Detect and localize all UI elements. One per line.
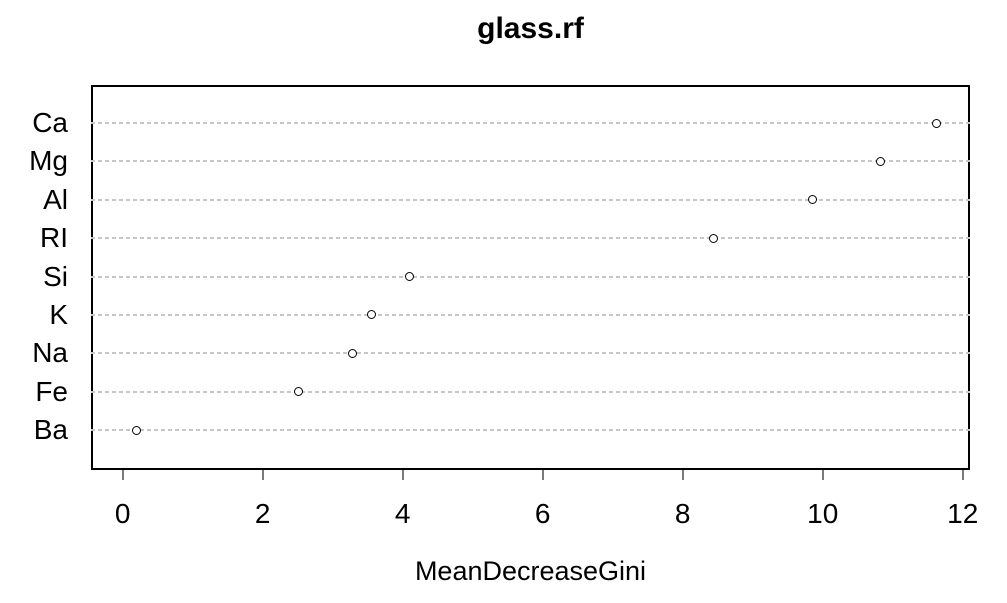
category-gridline-na [91,352,970,355]
x-tick-mark-2 [261,470,264,480]
category-gridline-fe [91,390,970,393]
data-point-al [808,195,818,205]
y-axis-label-na: Na [32,337,68,369]
x-tick-label-6: 6 [534,498,551,529]
data-point-mg [876,156,886,166]
data-point-fe [293,387,303,397]
category-gridline-ca [91,122,970,124]
chart-title: glass.rf [477,12,584,45]
data-point-ba [131,425,141,435]
y-axis-label-si: Si [43,260,68,292]
x-tick-label-10: 10 [807,498,839,529]
y-axis-label-ba: Ba [33,414,68,445]
category-gridline-ri [91,237,970,240]
category-gridline-k [91,313,970,316]
data-point-k [366,310,376,320]
y-axis-label-ca: Ca [32,107,68,138]
x-tick-label-12: 12 [947,498,979,529]
y-axis-label-ri: RI [40,222,68,254]
x-tick-mark-8 [681,470,684,480]
category-gridline-mg [91,160,970,163]
category-gridline-al [91,198,970,201]
x-axis-label: MeanDecreaseGini [414,556,647,586]
data-point-si [405,272,415,281]
y-axis-label-k: K [49,298,68,330]
data-point-na [347,348,357,358]
x-tick-label-0: 0 [114,498,131,529]
category-gridline-ba [91,429,970,431]
x-tick-mark-12 [961,470,964,480]
y-axis-label-mg: Mg [29,145,68,177]
data-point-ri [709,233,719,243]
x-tick-label-8: 8 [674,498,691,529]
x-tick-label-2: 2 [254,498,271,529]
x-tick-mark-6 [541,470,544,480]
plot-area-border [91,85,970,470]
category-gridline-si [91,275,970,278]
x-tick-label-4: 4 [394,498,411,529]
x-tick-mark-10 [821,470,824,480]
y-axis-label-al: Al [43,183,68,215]
x-tick-mark-4 [401,470,404,480]
y-axis-label-fe: Fe [35,375,68,407]
data-point-ca [931,118,941,128]
x-tick-mark-0 [121,470,124,480]
